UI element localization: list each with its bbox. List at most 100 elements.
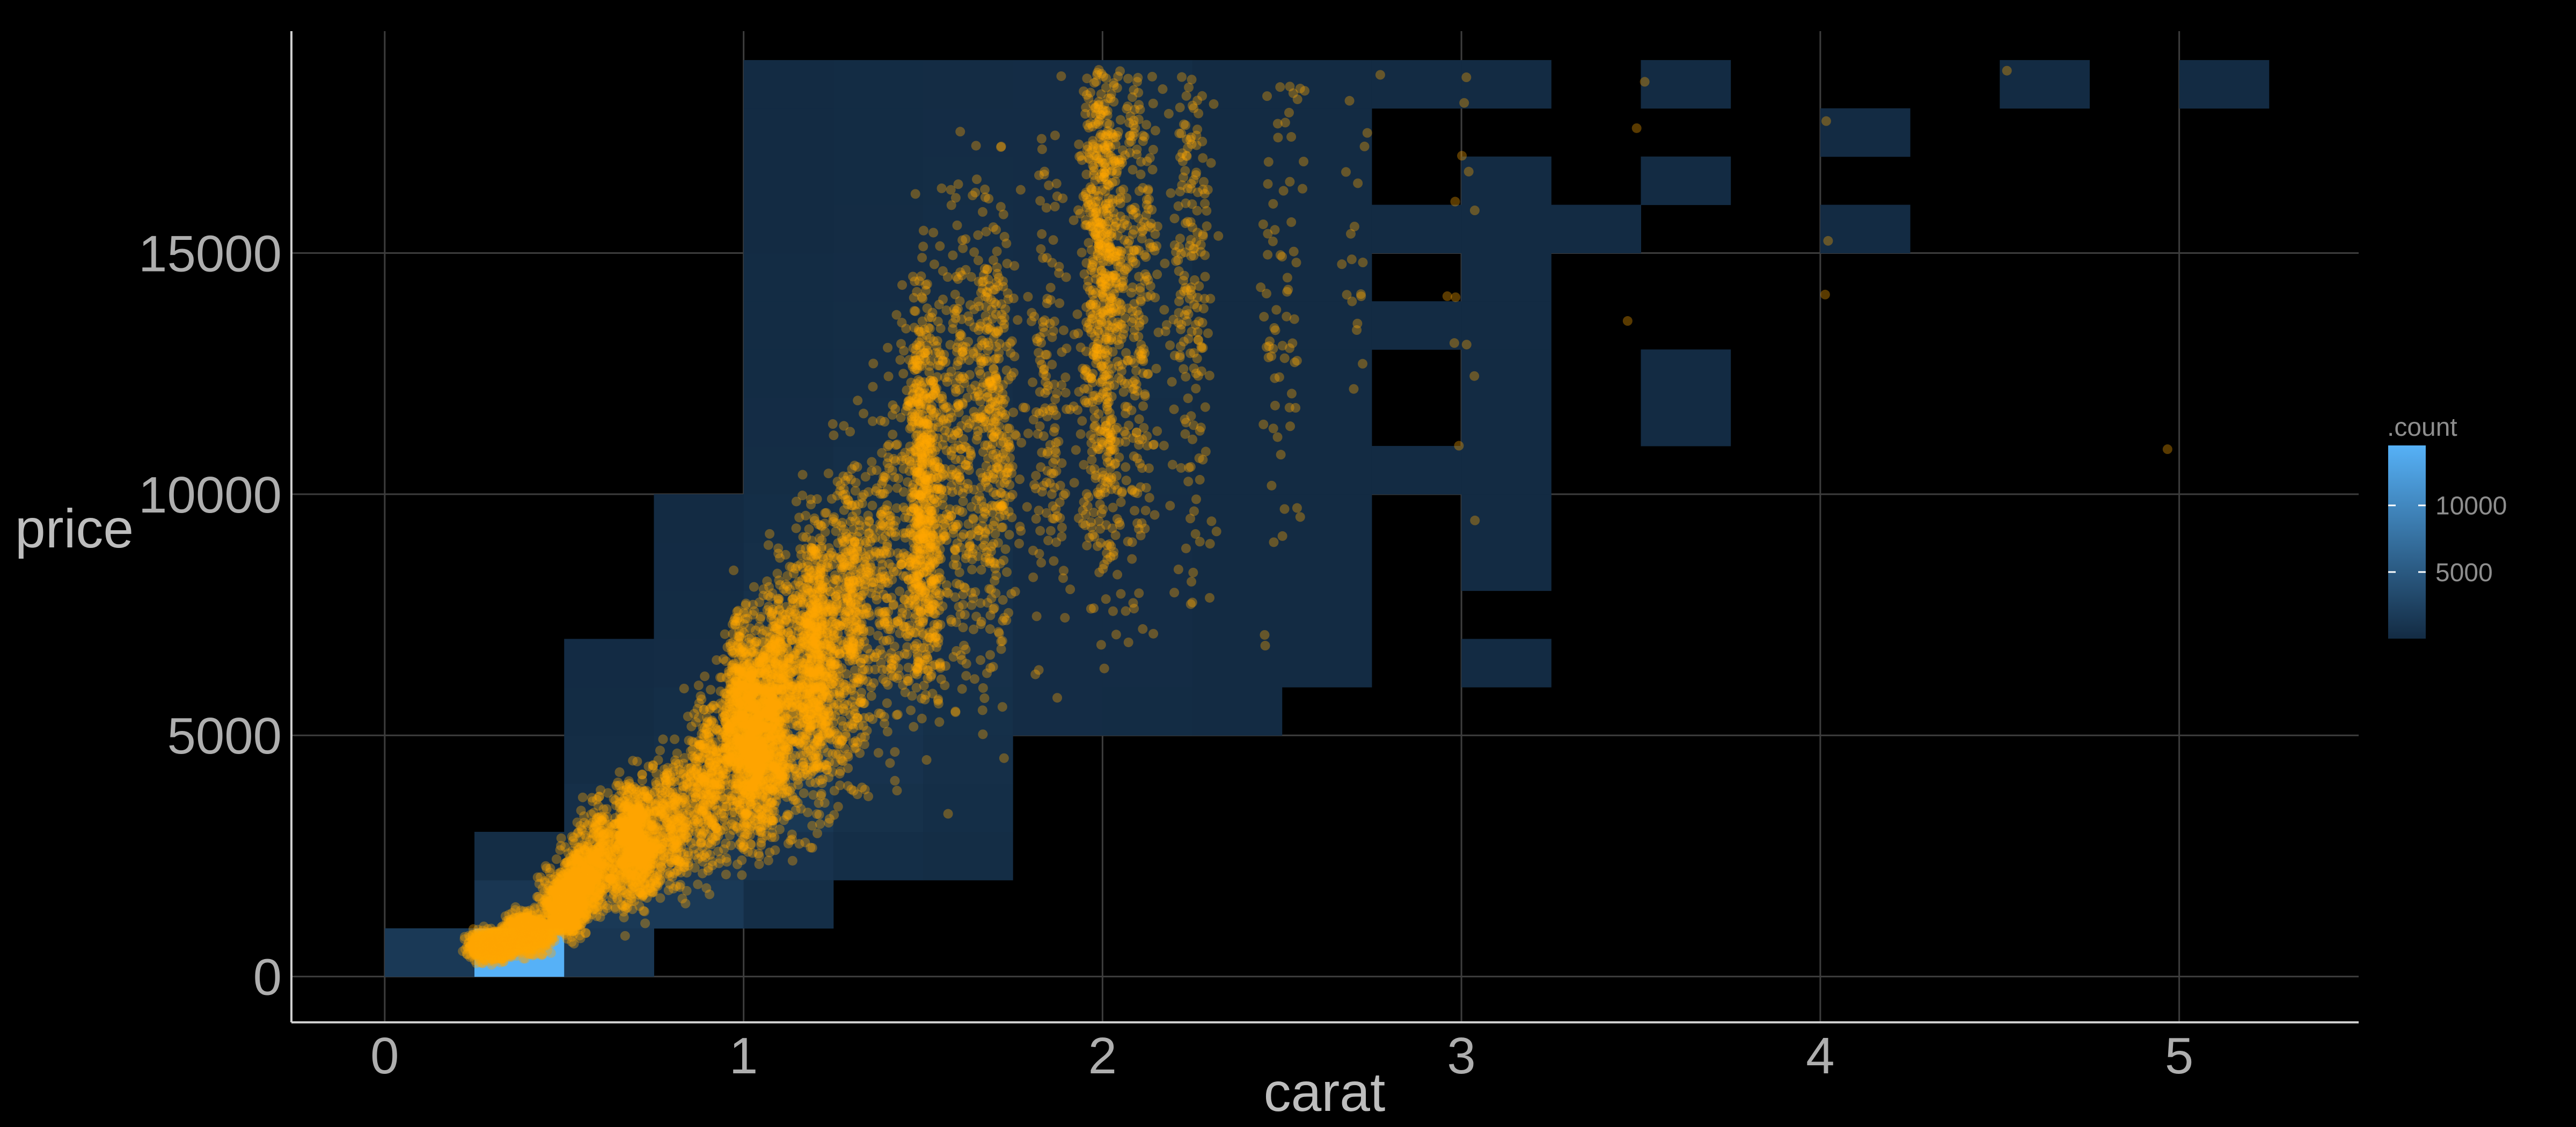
bin-tile: [923, 204, 1013, 253]
bin-tile: [743, 398, 834, 447]
data-point: [618, 831, 628, 841]
data-point: [506, 934, 516, 944]
bin-tile: [1461, 494, 1552, 543]
data-point: [670, 854, 680, 864]
data-point: [693, 879, 703, 889]
data-point: [473, 947, 483, 957]
data-point: [492, 942, 502, 952]
data-point: [497, 937, 508, 947]
data-point: [700, 775, 710, 785]
data-point: [471, 937, 481, 947]
bin-tile: [2179, 60, 2270, 109]
bin-tile: [923, 349, 1013, 398]
bin-tile: [1102, 687, 1193, 736]
data-point: [495, 940, 506, 950]
data-point: [486, 939, 496, 949]
bin-tile: [1641, 60, 1731, 109]
data-point: [570, 869, 580, 879]
bin-tile: [474, 831, 565, 881]
data-point: [593, 801, 603, 811]
data-point: [622, 903, 632, 913]
bin-tile: [1461, 301, 1552, 350]
bin-tile: [743, 687, 834, 736]
bin-tile: [743, 494, 834, 543]
data-point: [472, 942, 482, 952]
data-point: [489, 938, 499, 948]
bin-tile: [1282, 156, 1372, 206]
data-point: [459, 932, 470, 942]
data-point: [485, 938, 495, 948]
data-point: [481, 943, 491, 953]
data-point: [497, 954, 508, 964]
bin-tile: [1102, 398, 1193, 447]
bin-tile: [833, 253, 924, 302]
data-point: [473, 948, 483, 958]
bin-tile: [833, 445, 924, 495]
data-point: [729, 807, 740, 817]
data-point: [500, 941, 510, 951]
bin-tile: [474, 928, 565, 977]
data-point: [470, 949, 480, 960]
data-point: [485, 932, 495, 942]
bin-tile: [564, 880, 654, 929]
data-point: [482, 939, 493, 949]
data-point: [501, 936, 511, 946]
bin-tile: [923, 301, 1013, 350]
data-point: [479, 935, 489, 945]
data-point: [664, 870, 675, 881]
bin-tile: [1102, 542, 1193, 591]
data-point: [505, 942, 515, 952]
bin-tile: [1013, 349, 1103, 398]
data-point: [637, 775, 647, 785]
bin-tile: [564, 831, 654, 881]
data-point: [492, 945, 502, 955]
data-point: [500, 941, 510, 951]
scatter-points: [458, 65, 2172, 970]
data-point: [658, 734, 668, 744]
bin-tile: [1192, 639, 1283, 687]
data-point: [561, 907, 571, 917]
data-point: [489, 941, 500, 951]
data-point: [469, 940, 479, 950]
data-point: [592, 820, 603, 830]
data-point: [467, 935, 477, 945]
bin-tile: [1461, 253, 1552, 302]
data-point: [481, 939, 492, 949]
bin-tile: [564, 735, 654, 784]
data-point: [686, 838, 696, 848]
data-point: [483, 947, 493, 957]
data-point: [506, 946, 516, 956]
bin-tile: [923, 445, 1013, 495]
bin-tile: [1371, 60, 1462, 109]
data-point: [494, 933, 504, 943]
data-point: [460, 944, 470, 954]
data-point: [655, 834, 665, 844]
data-point: [477, 941, 487, 951]
data-point: [705, 797, 715, 807]
bin-tile: [1102, 639, 1193, 687]
data-point: [487, 948, 497, 958]
data-point: [489, 941, 500, 952]
data-point: [479, 942, 489, 953]
bin-tile: [1192, 60, 1283, 109]
data-point: [727, 707, 737, 717]
data-point: [470, 933, 480, 943]
data-point: [487, 953, 497, 963]
data-point: [480, 932, 490, 942]
bin-tile: [1102, 494, 1193, 543]
data-point: [494, 936, 504, 947]
data-point: [498, 934, 508, 944]
data-point: [479, 953, 489, 963]
bin-tile: [1192, 494, 1283, 543]
data-point: [492, 932, 502, 942]
bin-tile: [1102, 60, 1193, 109]
bin-tile: [654, 494, 744, 543]
bin-tile: [743, 349, 834, 398]
bin-tile: [2000, 60, 2090, 109]
data-point: [494, 937, 504, 947]
data-point: [473, 925, 483, 935]
bin-tile: [1013, 639, 1103, 687]
data-point: [724, 830, 735, 840]
data-point: [505, 941, 515, 952]
bin-tile: [1641, 398, 1731, 447]
